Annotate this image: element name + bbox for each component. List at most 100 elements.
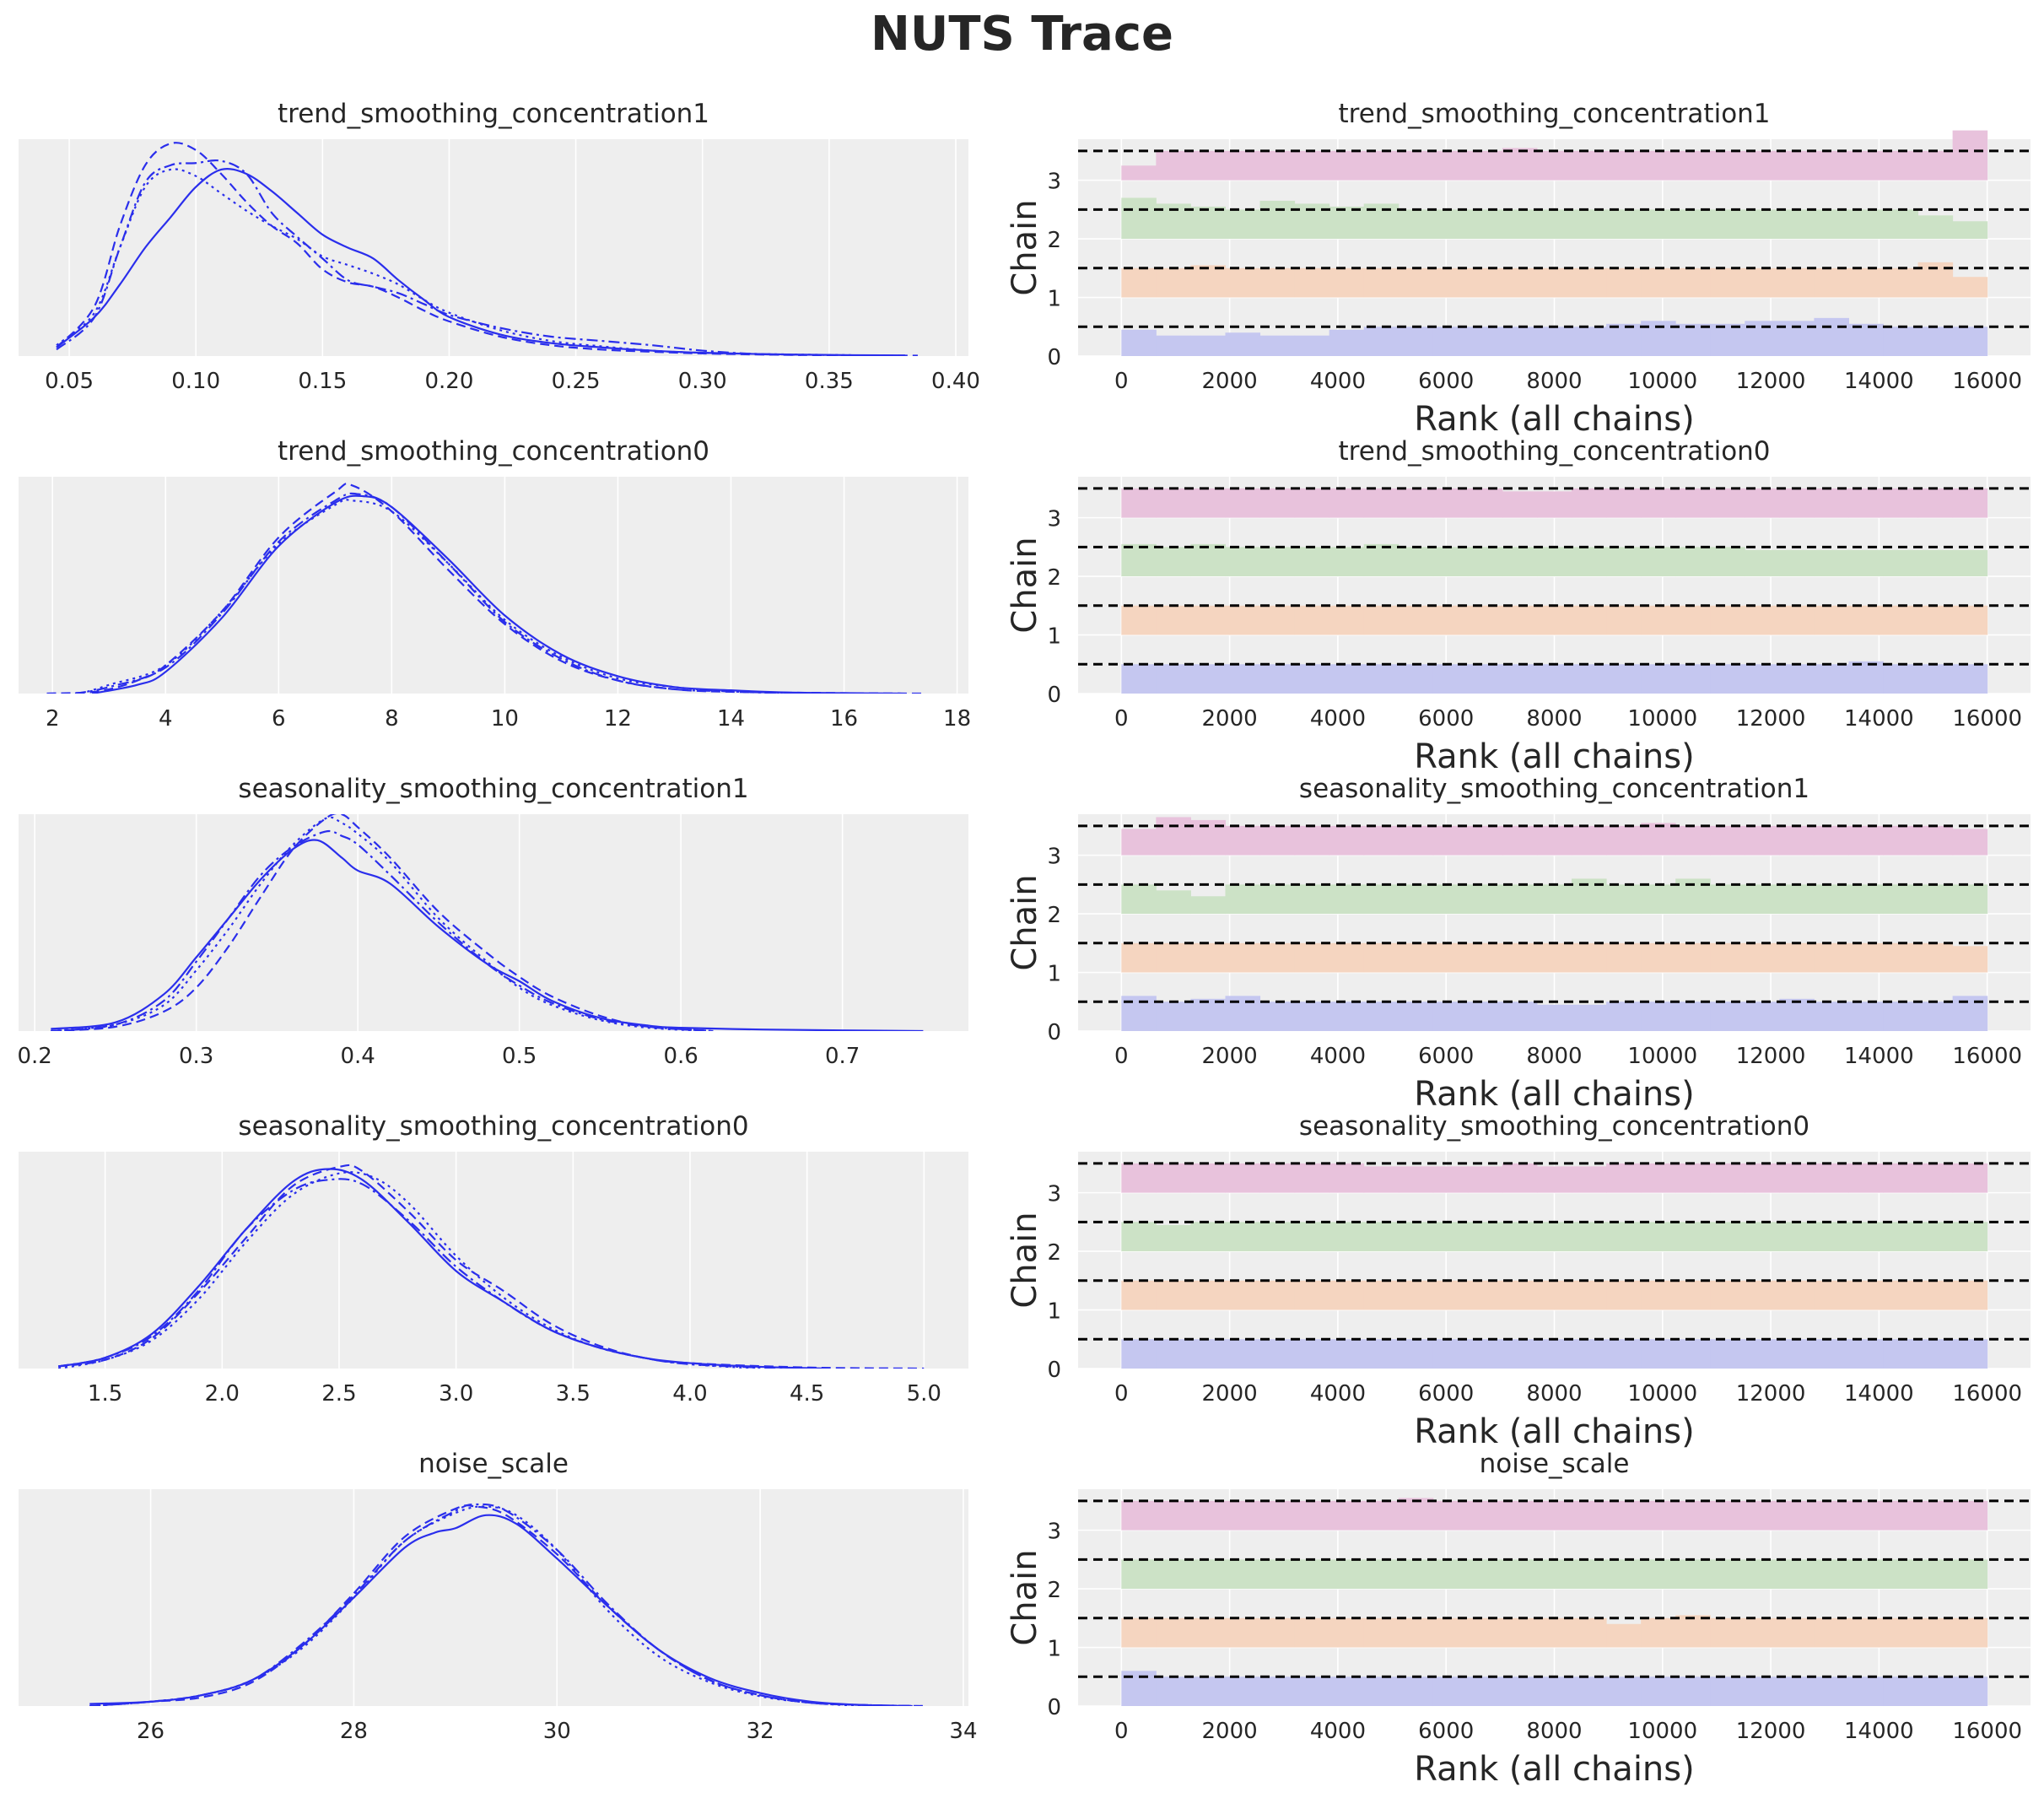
rank-bar-chain-3	[1329, 1500, 1365, 1531]
x-tick-label: 1.5	[88, 1381, 122, 1407]
rank-bar-chain-1	[1848, 1617, 1885, 1648]
rank-bar-chain-1	[1572, 267, 1607, 298]
rank-bar-chain-2	[1606, 1222, 1642, 1252]
rank-bar-chain-1	[1952, 946, 1988, 973]
rank-bar-chain-1	[1952, 1617, 1988, 1648]
rank-bar-chain-3	[1363, 825, 1400, 856]
x-tick-label: 2000	[1202, 1044, 1258, 1069]
rank-bar-chain-0	[1156, 1339, 1191, 1369]
rank-bar-chain-0	[1398, 1339, 1434, 1369]
rank-bar-chain-3	[1952, 488, 1988, 518]
rank-bar-chain-0	[1329, 664, 1365, 694]
rank-bar-chain-1	[1363, 1280, 1400, 1310]
rank-bar-chain-0	[1952, 1339, 1988, 1369]
rank-bar-chain-1	[1225, 1280, 1261, 1310]
x-tick-label: 3.0	[439, 1381, 473, 1407]
rank-bar-chain-0	[1432, 1339, 1469, 1369]
rank-bar-chain-0	[1572, 1339, 1607, 1369]
rank-bar-chain-0	[1398, 664, 1434, 694]
rank-bar-chain-2	[1606, 884, 1642, 915]
rank-bar-chain-2	[1536, 1559, 1572, 1590]
rank-bar-chain-3	[1606, 1500, 1642, 1531]
x-tick-label: 12000	[1736, 706, 1806, 732]
rank-bar-chain-0	[1572, 664, 1607, 694]
rank-bar-chain-0	[1883, 1002, 1919, 1031]
rank-bar-chain-2	[1606, 1559, 1642, 1590]
rank-bar-chain-2	[1398, 1559, 1434, 1590]
x-tick-label: 4000	[1310, 369, 1366, 394]
y-tick-label: 0	[1047, 1695, 1061, 1720]
rank-bar-chain-2	[1329, 206, 1365, 240]
rank-bar-chain-2	[1779, 549, 1815, 577]
rank-bar-chain-3	[1190, 150, 1226, 181]
rank-bar-chain-3	[1259, 1500, 1296, 1531]
subplot-title: trend_smoothing_concentration1	[1338, 99, 1770, 129]
rank-bar-chain-0	[1363, 327, 1400, 356]
x-tick-label: 16	[830, 706, 858, 732]
rank-panel-1: 0 2000 4000 6000 8000 10000 12000 14000 16000 0 1 2…	[1006, 436, 2031, 776]
rank-bar-chain-1	[1710, 1280, 1745, 1310]
rank-bar-chain-1	[1814, 1617, 1849, 1648]
rank-bar-chain-3	[1675, 1500, 1711, 1531]
rank-bar-chain-3	[1814, 825, 1849, 856]
rank-bar-chain-3	[1779, 488, 1815, 518]
rank-bar-chain-0	[1225, 1677, 1261, 1706]
rank-bar-chain-1	[1814, 605, 1849, 635]
rank-bar-chain-0	[1848, 1002, 1885, 1031]
rank-bar-chain-3	[1432, 150, 1469, 181]
x-tick-label: 4000	[1310, 1381, 1366, 1407]
rank-bar-chain-1	[1432, 1280, 1469, 1310]
kde-panel-3: 1.5 2.0 2.5 3.0 3.5 4.0 4.5 5.0 seasonality_smoo…	[19, 1111, 968, 1407]
rank-bar-chain-2	[1952, 1222, 1988, 1252]
rank-bar-chain-2	[1156, 1559, 1191, 1590]
rank-bar-chain-0	[1502, 1677, 1538, 1706]
kde-line-dotted	[56, 168, 855, 356]
rank-bar-chain-3	[1572, 825, 1607, 856]
rank-bar-chain-1	[1745, 267, 1780, 298]
y-tick-label: 0	[1047, 1358, 1061, 1383]
rank-bar-chain-1	[1883, 605, 1919, 635]
rank-bar-chain-3	[1675, 150, 1711, 181]
rank-bar-chain-1	[1536, 1617, 1572, 1648]
y-tick-label: 2	[1047, 565, 1061, 591]
rank-bar-chain-1	[1259, 1280, 1296, 1310]
x-tick-label: 10000	[1627, 1381, 1697, 1407]
x-tick-label: 4000	[1310, 1044, 1366, 1069]
rank-bar-chain-2	[1641, 1222, 1676, 1252]
rank-bar-chain-0	[1917, 664, 1954, 694]
rank-bar-chain-1	[1814, 267, 1849, 298]
rank-bar-chain-1	[1641, 605, 1676, 635]
rank-bar-chain-2	[1675, 547, 1711, 577]
x-tick-label: 16000	[1952, 1381, 2022, 1407]
rank-bar-chain-0	[1190, 335, 1226, 356]
subplot-title: noise_scale	[1480, 1449, 1630, 1479]
rank-bar-chain-1	[1259, 942, 1296, 973]
rank-bar-chain-3	[1745, 488, 1780, 518]
rank-bar-chain-3	[1814, 1500, 1849, 1531]
rank-bar-chain-1	[1675, 1280, 1711, 1310]
rank-bar-chain-0	[1710, 664, 1745, 694]
rank-bar-chain-0	[1190, 998, 1226, 1031]
rank-bar-chain-1	[1156, 942, 1191, 973]
rank-bar-chain-0	[1952, 1677, 1988, 1706]
kde-panel-4: 26 28 30 32 34 noise_scale	[19, 1449, 978, 1744]
rank-bar-chain-3	[1259, 825, 1296, 856]
rank-bar-chain-0	[1675, 664, 1711, 694]
kde-line-solid	[89, 1514, 913, 1706]
rank-bar-chain-1	[1329, 267, 1365, 298]
rank-bar-chain-2	[1675, 1222, 1711, 1252]
kde-line-dashed	[89, 1504, 923, 1706]
rank-bar-chain-0	[1745, 1677, 1780, 1706]
kde-panel-0: 0.05 0.10 0.15 0.20 0.25 0.30 0.35 0.40 trend_sm…	[19, 99, 980, 394]
rank-bar-chain-0	[1779, 998, 1815, 1031]
y-tick-label: 1	[1047, 1637, 1061, 1662]
rank-bar-chain-2	[1572, 547, 1607, 577]
kde-panel-2: 0.2 0.3 0.4 0.5 0.6 0.7 seasonality_smoothing_…	[17, 774, 968, 1069]
rank-bar-chain-2	[1502, 547, 1538, 577]
rank-bar-chain-3	[1641, 1500, 1676, 1531]
rank-bar-chain-1	[1225, 267, 1261, 298]
rank-bar-chain-3	[1917, 1163, 1954, 1193]
kde-line-dotted	[57, 1171, 761, 1369]
rank-bar-chain-3	[1883, 1500, 1919, 1531]
rank-bar-chain-1	[1572, 1280, 1607, 1310]
